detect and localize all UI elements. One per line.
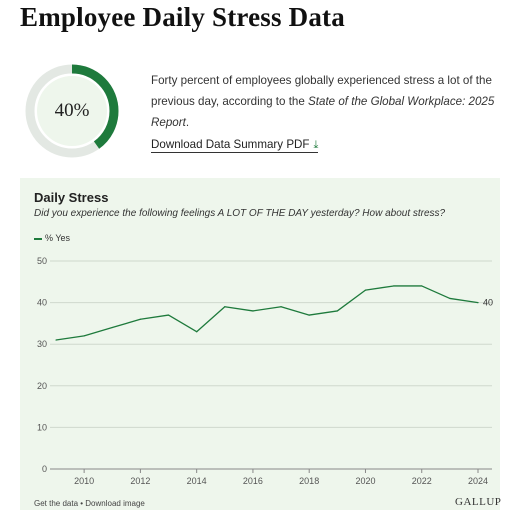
data-point (167, 314, 170, 316)
stat-ring-graphic (25, 64, 119, 158)
download-pdf-label: Download Data Summary PDF (151, 138, 310, 151)
data-point (336, 310, 338, 312)
data-point (449, 297, 451, 300)
ring-inner (37, 76, 107, 146)
data-point (477, 302, 479, 304)
download-pdf-link[interactable]: Download Data Summary PDF ⤓ (151, 138, 319, 153)
report-name: State of the Global Workplace: 2025 Repo… (151, 95, 495, 129)
data-point (393, 285, 395, 287)
data-point (196, 331, 198, 333)
data-point (224, 306, 226, 308)
x-tick-label: 2018 (299, 476, 319, 486)
page-title: Employee Daily Stress Data (20, 2, 345, 32)
legend-label: % Yes (45, 233, 71, 243)
data-point (421, 285, 423, 287)
data-point (55, 339, 57, 341)
download-arrow-icon: ⤓ (313, 139, 319, 151)
series-line-yes (55, 285, 479, 341)
x-tick-label: 2012 (130, 476, 150, 486)
data-point (280, 306, 282, 308)
stat-value: 40% (54, 100, 90, 121)
data-point (252, 310, 254, 312)
y-tick-label: 10 (37, 422, 47, 432)
stat-ring: 40% (24, 63, 120, 159)
x-tick-label: 2016 (243, 476, 263, 486)
data-point (364, 289, 367, 291)
y-tick-label: 0 (42, 464, 47, 474)
y-tick-label: 50 (37, 256, 47, 266)
line-chart: 0 10 20 30 40 50 2010 2012 2014 2016 2018 2020 2022 2… (37, 256, 493, 486)
x-tick-label: 2024 (468, 476, 488, 486)
footer-separator: • (78, 499, 86, 508)
chart-footer-links: Get the data • Download image (34, 499, 145, 508)
get-data-link[interactable]: Get the data (34, 499, 79, 508)
end-value-label: 40 (483, 298, 493, 308)
x-tick-label: 2010 (74, 476, 94, 486)
chart-title: Daily Stress (34, 190, 109, 205)
y-tick-label: 40 (37, 298, 47, 308)
x-tick-label: 2022 (412, 476, 432, 486)
x-tick-label: 2020 (355, 476, 375, 486)
intro-text: Forty percent of employees globally expe… (151, 70, 501, 133)
data-point (308, 314, 310, 316)
chart-legend: % Yes (34, 233, 70, 243)
intro-text-before: Forty percent of employees globally expe… (151, 74, 492, 108)
download-image-link[interactable]: Download image (85, 499, 145, 508)
chart-panel: 0 10 20 30 40 50 2010 2012 2014 2016 2018 2020 2022 2… (20, 178, 502, 510)
intro-text-after: . (185, 116, 190, 129)
y-tick-label: 20 (37, 381, 47, 391)
gallup-logo: GALLUP (455, 496, 502, 508)
y-tick-label: 30 (37, 339, 47, 349)
chart-subtitle: Did you experience the following feeling… (34, 208, 446, 219)
data-point (139, 318, 141, 320)
x-tick-label: 2014 (187, 476, 207, 486)
legend-swatch (34, 237, 42, 240)
ring-progress (25, 64, 119, 158)
data-point (83, 335, 85, 337)
data-point (111, 326, 113, 329)
